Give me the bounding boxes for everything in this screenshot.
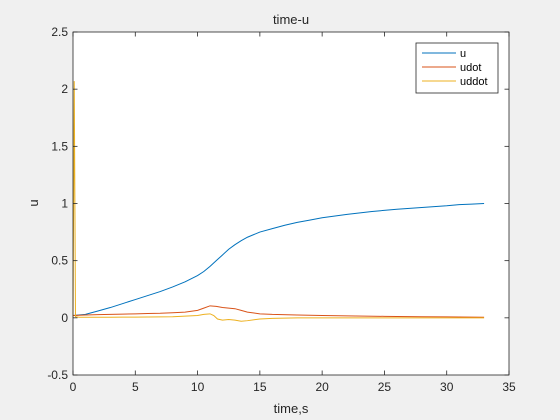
x-tick-label: 30 [440, 380, 454, 394]
x-tick-label: 15 [253, 380, 267, 394]
axes-layer: 0 5 10 15 20 25 30 35-0.500.511.522.5 [47, 25, 516, 394]
legend: u udot uddot [415, 42, 499, 94]
chart-title: time-u [273, 12, 309, 27]
x-tick-label: 5 [132, 380, 139, 394]
x-axis-label: time,s [274, 401, 309, 416]
x-tick-label: 10 [191, 380, 205, 394]
y-tick-label: 1.5 [51, 139, 68, 153]
x-tick-label: 20 [315, 380, 329, 394]
legend-label-uddot: uddot [460, 76, 488, 88]
legend-box [415, 42, 499, 94]
x-tick-label: 25 [378, 380, 392, 394]
series-line-u [72, 203, 485, 317]
y-axis-label: u [26, 199, 41, 206]
y-tick-label: 2.5 [51, 25, 68, 39]
legend-label-udot: udot [460, 62, 481, 74]
y-tick-label: 1 [61, 197, 68, 211]
y-tick-label: 0.5 [51, 254, 68, 268]
y-tick-label: 0 [61, 311, 68, 325]
legend-label-u: u [460, 48, 466, 60]
x-tick-label: 0 [70, 380, 77, 394]
y-tick-label: 2 [61, 82, 68, 96]
y-tick-label: -0.5 [47, 368, 68, 382]
series-layer [72, 81, 485, 322]
series-line-udot [72, 305, 485, 318]
series-line-uddot [72, 81, 485, 322]
x-tick-label: 35 [502, 380, 516, 394]
